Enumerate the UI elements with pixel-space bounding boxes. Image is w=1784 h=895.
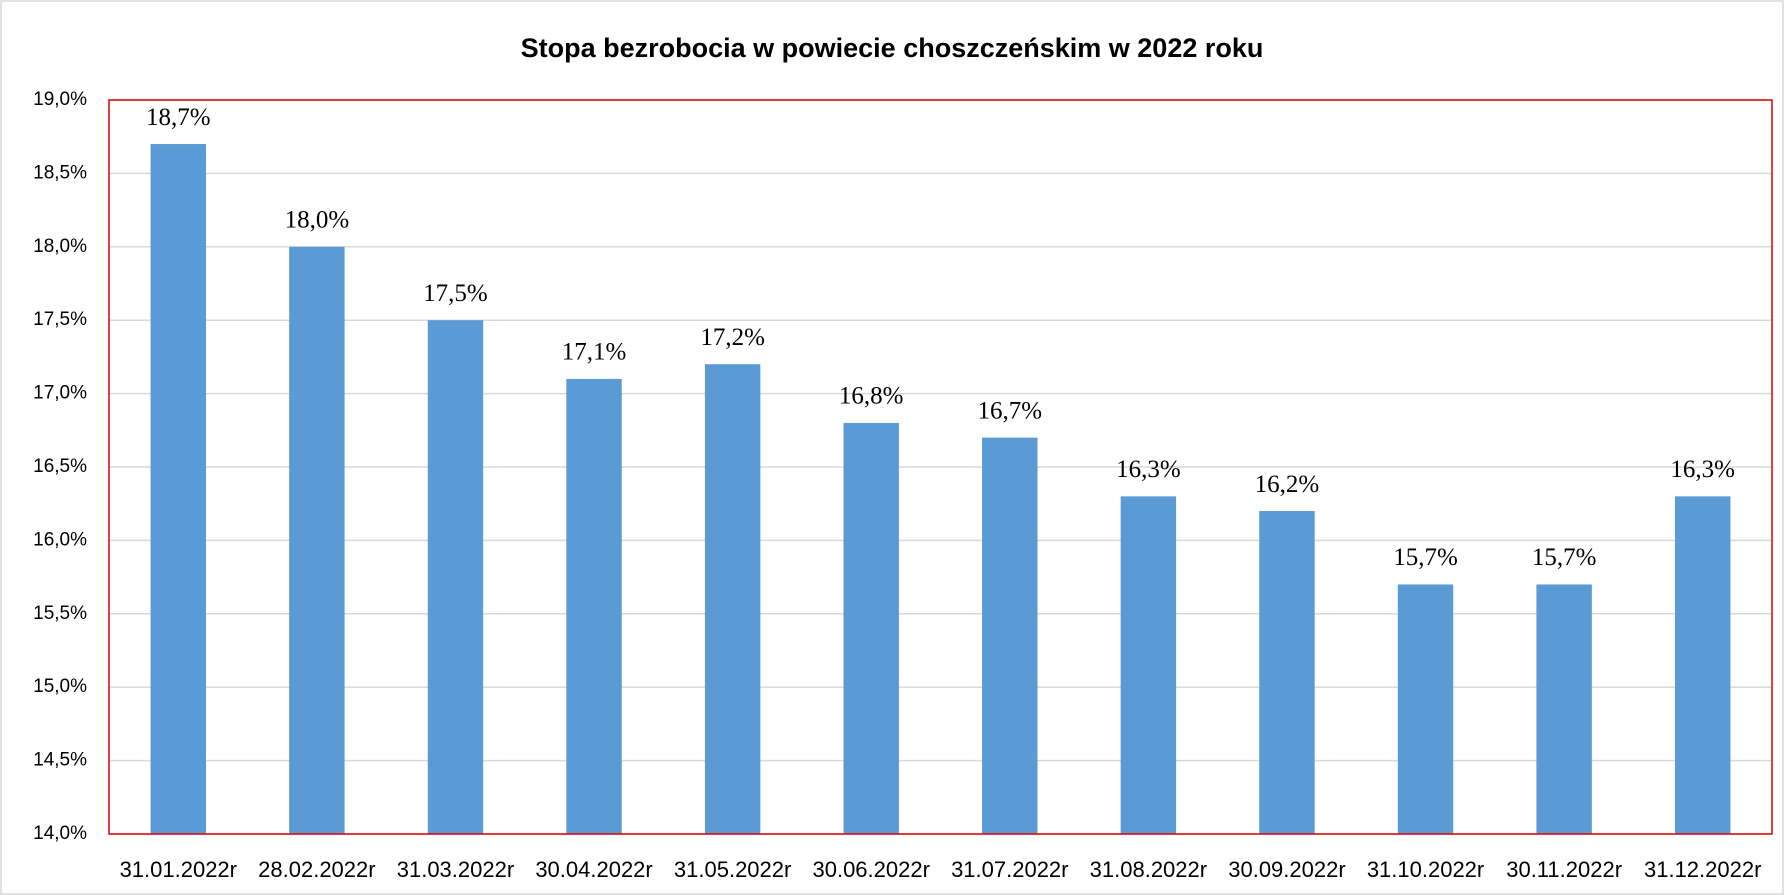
x-tick-label: 31.08.2022r — [1090, 857, 1207, 882]
x-tick-label: 30.09.2022r — [1228, 857, 1345, 882]
y-tick-label: 14,5% — [33, 750, 87, 771]
y-tick-label: 17,0% — [33, 383, 87, 404]
y-tick-label: 15,5% — [33, 603, 87, 624]
x-tick-label: 31.05.2022r — [674, 857, 791, 882]
x-tick-label: 30.11.2022r — [1506, 857, 1622, 882]
data-label: 15,7% — [1532, 544, 1597, 571]
x-tick-label: 30.04.2022r — [535, 857, 652, 882]
data-label: 17,5% — [423, 280, 488, 307]
y-tick-label: 17,5% — [33, 309, 87, 330]
bar — [704, 364, 761, 834]
data-label: 16,7% — [978, 397, 1043, 424]
y-tick-label: 15,0% — [33, 676, 87, 697]
bar — [1259, 511, 1315, 834]
x-tick-label: 31.12.2022r — [1644, 857, 1761, 882]
y-tick-label: 18,5% — [33, 162, 87, 183]
y-tick-label: 14,0% — [33, 823, 87, 844]
x-tick-label: 31.10.2022r — [1367, 857, 1484, 882]
data-label: 18,7% — [146, 104, 211, 131]
plot-border — [108, 99, 1773, 835]
bar — [427, 320, 484, 834]
bar — [1397, 584, 1454, 834]
y-tick-label: 18,0% — [33, 236, 87, 257]
y-tick-label: 16,0% — [33, 529, 87, 550]
data-label: 18,0% — [285, 207, 350, 234]
chart-title: Stopa bezrobocia w powiecie choszczeński… — [521, 33, 1264, 63]
data-label: 16,8% — [839, 383, 904, 410]
data-label: 16,2% — [1255, 471, 1320, 498]
x-tick-label: 28.02.2022r — [258, 857, 375, 882]
x-tick-label: 31.03.2022r — [397, 857, 514, 882]
data-label: 16,3% — [1670, 456, 1735, 483]
bar — [566, 378, 622, 834]
bar — [982, 437, 1038, 834]
bar — [843, 422, 899, 834]
y-tick-label: 19,0% — [33, 89, 87, 110]
data-label: 17,2% — [700, 324, 765, 351]
bar — [289, 246, 345, 835]
data-label: 15,7% — [1393, 544, 1458, 571]
y-tick-label: 16,5% — [33, 456, 87, 477]
bar — [150, 144, 207, 835]
x-tick-label: 30.06.2022r — [812, 857, 929, 882]
bar — [1120, 496, 1177, 834]
x-tick-label: 31.01.2022r — [120, 857, 237, 882]
data-label: 17,1% — [562, 339, 627, 366]
bar — [1536, 584, 1592, 834]
x-tick-label: 31.07.2022r — [951, 857, 1068, 882]
data-label: 16,3% — [1116, 456, 1181, 483]
bar — [1674, 496, 1731, 834]
